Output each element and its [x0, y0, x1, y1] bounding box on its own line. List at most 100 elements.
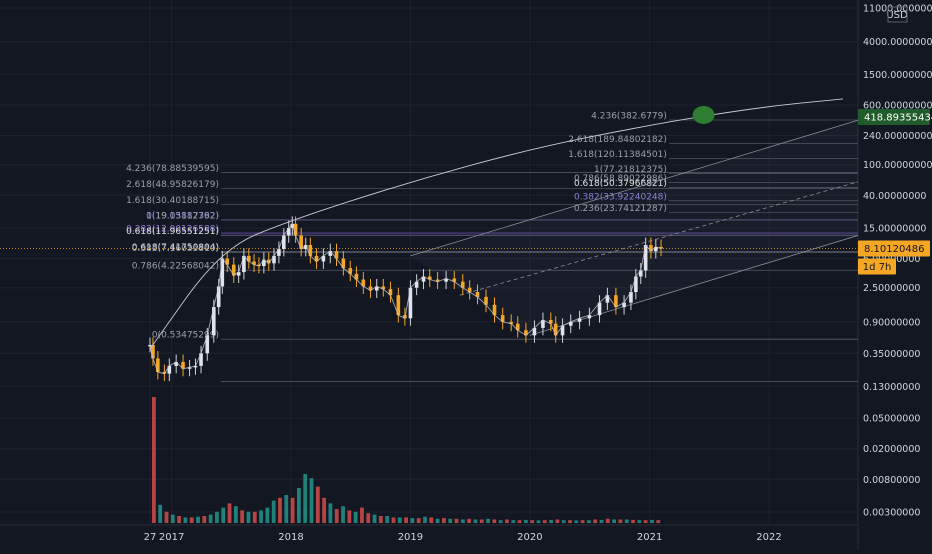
volume-bar: [366, 513, 371, 523]
y-tick-label: 600.00000000: [863, 100, 932, 111]
volume-bar: [177, 516, 182, 523]
volume-bar: [643, 520, 648, 523]
volume-bar: [278, 497, 282, 523]
y-tick-label: 40.00000000: [863, 191, 926, 202]
candle-body: [211, 307, 216, 336]
volume-bar: [259, 510, 263, 523]
candle-body: [421, 276, 426, 282]
volume-bar: [435, 518, 440, 523]
candle-body: [553, 323, 558, 336]
candle-body: [242, 255, 246, 273]
volume-bar: [423, 516, 427, 523]
volume-bar: [618, 519, 623, 523]
candle-body: [156, 358, 160, 372]
candle-body: [492, 304, 497, 316]
volume-bar: [208, 514, 213, 523]
volume-bar: [523, 519, 528, 523]
volume-bar: [530, 520, 535, 523]
x-tick-label: 2021: [637, 532, 662, 543]
volume-bar: [612, 519, 617, 523]
candle-body: [649, 245, 653, 252]
candle-body: [388, 289, 393, 296]
fib-label-left: 1.618(30.40188715): [126, 196, 219, 206]
grid: [0, 0, 859, 550]
volume-bar: [303, 474, 308, 523]
currency-label[interactable]: USD: [886, 10, 908, 21]
candle-body: [266, 259, 271, 264]
candle-body: [597, 302, 602, 316]
candle-body: [577, 318, 582, 322]
y-tick-label: 100.00000000: [863, 160, 932, 171]
x-tick-label: 2020: [517, 532, 542, 543]
currency-box: [887, 6, 908, 23]
candle-body: [216, 286, 221, 308]
volume-bar: [492, 519, 497, 523]
volume-bar: [334, 509, 339, 523]
volume-bars: [152, 397, 661, 523]
x-tick-label: 2019: [398, 532, 423, 543]
y-tick-label: 1500.00000000: [863, 70, 932, 81]
fib-label-left: 0.786(4.22568042): [132, 262, 219, 272]
fib-label-left: 0.382(12.90126588): [126, 225, 219, 235]
volume-bar: [385, 516, 390, 523]
y-tick-label: 15.00000000: [863, 223, 926, 234]
candle-body: [277, 248, 281, 256]
volume-bar: [170, 514, 175, 523]
candle-body: [162, 371, 167, 374]
volume-bar: [410, 518, 415, 523]
y-tick-label: 0.05000000: [863, 414, 920, 425]
candle-body: [500, 315, 505, 322]
candle-body: [396, 295, 401, 316]
volume-bar: [631, 519, 635, 523]
candle-body: [475, 292, 480, 297]
candle-body: [568, 321, 573, 326]
volume-bar: [429, 517, 434, 523]
volume-bar: [605, 518, 610, 523]
fib-label-right: 1(77.21812375): [594, 165, 667, 175]
y-tick-label: 0.13000000: [863, 382, 920, 393]
candle-body: [659, 246, 663, 249]
volume-bar: [328, 503, 333, 523]
fib-label-left: 0.618(11.96551251): [126, 227, 219, 237]
candle-body: [524, 330, 528, 336]
volume-bar: [341, 506, 345, 523]
fib-label-right: 0.786(58.89022986): [574, 174, 667, 184]
fib-band: [220, 233, 858, 236]
volume-bar: [397, 517, 402, 523]
volume-bar: [158, 504, 163, 523]
volume-bar: [473, 519, 478, 523]
volume-bar: [454, 518, 459, 523]
candle-body: [629, 292, 633, 303]
y-tick-label: 11000.00000000: [863, 4, 932, 15]
x-axis[interactable]: 27 2017 2018 2019 2020 2021 2022: [144, 532, 782, 543]
fib-label-left: 1(19.03112762): [146, 212, 219, 222]
candle-body: [286, 227, 291, 236]
volume-bar: [505, 519, 509, 523]
y-tick-label: 0.02000000: [863, 444, 920, 455]
candle-body: [361, 279, 366, 287]
candle-body: [348, 268, 353, 274]
y-tick-label: 0.90000000: [863, 317, 920, 328]
arc-curve: [149, 98, 843, 350]
candle-body: [654, 246, 658, 252]
volume-bar: [309, 478, 314, 523]
x-tick-label: 2017: [159, 532, 184, 543]
y-tick-label: 0.00300000: [863, 508, 920, 519]
arc-annotation: [149, 98, 843, 350]
volume-bar: [416, 518, 421, 523]
y-tick-label: 240.00000000: [863, 131, 932, 142]
volume-bar: [353, 511, 358, 523]
volume-bar: [650, 519, 654, 523]
volume-bar: [536, 520, 541, 523]
candle-body: [643, 245, 648, 271]
candle-body: [548, 320, 553, 324]
fib-label-right: 1.618(120.11384501): [568, 150, 667, 160]
candle-body: [236, 272, 241, 276]
volume-bar: [315, 486, 320, 523]
candle-body: [299, 235, 303, 249]
x-tick-label: 2018: [278, 532, 303, 543]
volume-bar: [404, 517, 408, 523]
candle-body: [368, 286, 373, 291]
